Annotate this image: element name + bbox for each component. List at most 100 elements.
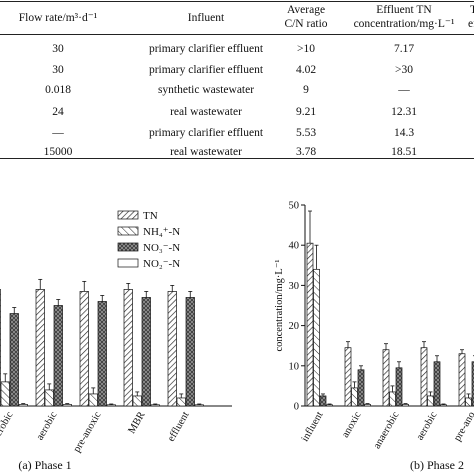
header-cut-line1: TN [470, 4, 474, 16]
header-tn-line1: Effluent TN [376, 4, 432, 16]
legend-swatch [117, 258, 139, 268]
table-top-rule [0, 1, 474, 2]
x-tick-label: pre-ano [452, 410, 474, 443]
header-influent: Influent [187, 12, 225, 24]
bar-non [402, 404, 409, 407]
legend-label: NO₃⁻-N [143, 242, 180, 254]
bar-non [319, 395, 327, 407]
x-tick-label: influent [300, 410, 326, 444]
figure-caption: (b) Phase 2 [410, 458, 464, 472]
x-tick-label: anaerobic [372, 410, 402, 451]
bar-non [471, 361, 474, 407]
bar-non [141, 297, 151, 407]
bar-nhn [465, 397, 472, 407]
bar-non [357, 369, 365, 407]
bar-tn [306, 242, 314, 407]
table-cell-influent: real wastewater [170, 106, 242, 118]
bar-tn [382, 349, 390, 407]
legend-swatch [117, 210, 139, 220]
bar-nhn [176, 397, 186, 407]
bar-nhn [88, 393, 98, 407]
table-cell-tn: 18.51 [391, 146, 417, 158]
bar-nhn [389, 391, 396, 407]
y-tick-label: 30 [289, 281, 300, 292]
y-tick-label: 50 [289, 201, 300, 212]
y-axis-title: concentration/mg·L⁻¹ [274, 259, 285, 351]
header-tn-line2: concentration/mg·L⁻¹ [353, 18, 455, 30]
table-cell-tn: 7.17 [393, 43, 415, 55]
table-cell-tn: — [398, 84, 410, 96]
bar-nhn [0, 381, 10, 407]
table-cell-influent: real wastewater [170, 146, 242, 158]
bar-non [53, 305, 63, 407]
x-tick-label: MBR [126, 410, 147, 436]
table-cell-influent: synthetic wastewater [157, 84, 255, 96]
comparison-table: Flow rate/m³·d⁻¹ Influent Average C/N ra… [0, 0, 474, 160]
header-cn-line1: Average [286, 4, 326, 16]
bar-non [9, 313, 19, 407]
table-cell-flow: 15000 [43, 146, 73, 158]
bar-tn [0, 289, 1, 407]
table-cell-influent: primary clarifier effluent [148, 64, 264, 76]
bar-nhn [427, 395, 434, 407]
x-tick-label: aerobic [415, 410, 440, 443]
bar-tn [123, 289, 133, 407]
table-cell-cn: 3.78 [295, 146, 317, 158]
table-cell-flow: — [52, 127, 64, 139]
x-tick-label: anoxic [340, 410, 364, 440]
bar-nhn [44, 389, 54, 407]
table-cell-cn: 5.53 [295, 127, 317, 139]
bar-non [395, 367, 403, 407]
table-cell-flow: 30 [52, 64, 64, 76]
table-header-rule [0, 34, 474, 35]
bar-nhn [351, 387, 358, 407]
bar-nhn [313, 268, 320, 407]
legend-swatch [117, 242, 139, 252]
legend-swatch [117, 226, 139, 236]
bar-tn [344, 347, 352, 407]
y-tick-label: 20 [289, 321, 300, 332]
bar-tn [420, 347, 428, 407]
header-cn-line2: C/N ratio [284, 18, 328, 30]
chart-phase-2: 0 10 20 30 40 50 concentration/mg·L⁻¹ influent a… [274, 201, 474, 472]
table-cell-cn: 9.21 [295, 106, 317, 118]
bar-tn [167, 291, 177, 407]
table-cell-cn: 9 [303, 84, 309, 96]
bar-non [150, 404, 160, 407]
bar-tn [458, 353, 466, 407]
legend-label: NH₄⁺-N [143, 226, 180, 238]
bar-non [364, 404, 371, 407]
bar-non [62, 404, 72, 407]
table-cell-tn: 12.31 [391, 106, 417, 118]
legend-label: TN [143, 210, 158, 222]
table-bottom-rule [0, 158, 474, 159]
table-cell-flow: 0.018 [45, 84, 71, 96]
bar-tn [35, 289, 45, 407]
table-cell-cn: >10 [297, 43, 315, 55]
table-cell-influent: primary clarifier effluent [148, 43, 264, 55]
y-tick-label: 40 [289, 241, 300, 252]
bar-nhn [132, 395, 142, 407]
bar-non [440, 404, 447, 407]
table-cell-influent: primary clarifier effluent [148, 127, 264, 139]
x-tick-label: effluent [166, 410, 192, 444]
table-cell-cn: 4.02 [295, 64, 317, 76]
table-cell-flow: 24 [52, 106, 64, 118]
bar-tn [79, 291, 89, 407]
bar-non [18, 404, 28, 407]
bar-non [97, 301, 107, 407]
bar-non [185, 297, 195, 407]
table-cell-flow: 30 [52, 43, 64, 55]
x-tick-label: aerobic [35, 410, 60, 443]
bar-non [106, 404, 116, 407]
y-tick-label: 10 [289, 361, 300, 372]
header-flow-rate: Flow rate/m³·d⁻¹ [18, 12, 98, 24]
table-cell-tn: >30 [395, 64, 413, 76]
x-tick-label: aerobic [0, 410, 16, 443]
bar-non [194, 404, 204, 407]
figure-caption: (a) Phase 1 [18, 458, 71, 472]
y-tick-label: 0 [294, 402, 299, 413]
legend-label: NO₂⁻-N [143, 258, 180, 270]
x-tick-label: pre-anoxic [72, 410, 104, 455]
